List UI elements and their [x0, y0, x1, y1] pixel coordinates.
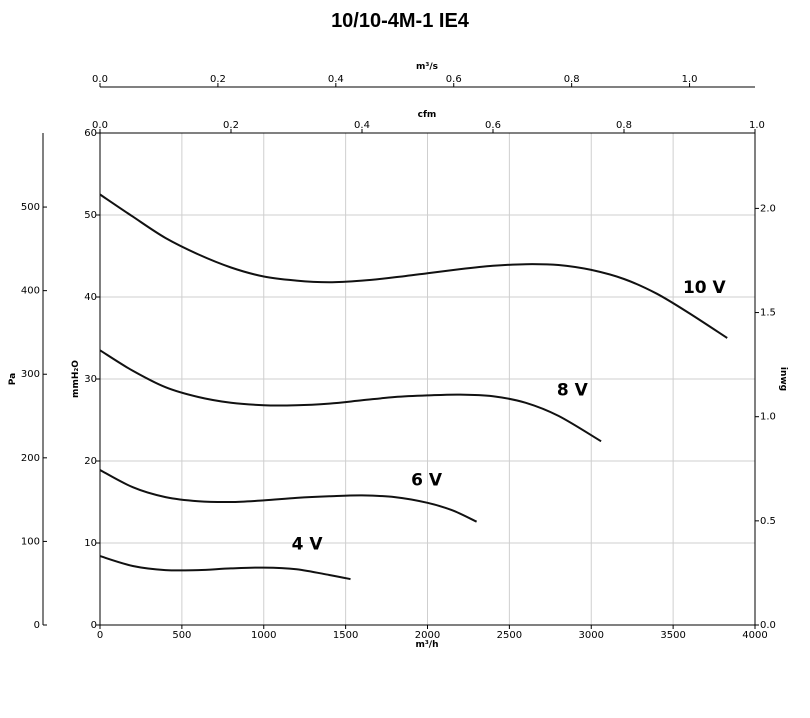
curve-10v: [99, 193, 728, 339]
y-tick-label: 50: [84, 210, 97, 221]
top-tick-label: 0.2: [223, 120, 239, 131]
inwg-tick-label: 0.5: [760, 516, 776, 527]
top-tick-label: 0.4: [354, 120, 370, 131]
y-tick-label: 10: [84, 538, 97, 549]
x-tick-label: 2000: [415, 630, 440, 641]
y-tick-label: 60: [84, 128, 97, 139]
top-axis-m3s-label: m³/s: [416, 62, 438, 72]
top-tick-label: 0.8: [564, 74, 580, 85]
x-tick-label: 3500: [660, 630, 685, 641]
top-tick-label: 0.6: [446, 74, 462, 85]
top-tick-label: 1.0: [682, 74, 698, 85]
top-tick-label: 0.2: [210, 74, 226, 85]
x-tick-label: 1000: [251, 630, 276, 641]
y-axis-label: mmH₂O: [71, 360, 81, 398]
curve-label: 8 V: [557, 380, 589, 400]
curve-label: 10 V: [683, 278, 727, 298]
top-tick-label: 0.6: [485, 120, 501, 131]
top-tick-label: 0.0: [92, 74, 108, 85]
curve-label: 6 V: [411, 471, 443, 491]
top-tick-label: 0.8: [616, 120, 632, 131]
y-tick-label: 20: [84, 456, 97, 467]
inwg-tick-label: 1.0: [760, 412, 776, 423]
pa-tick-label: 400: [21, 286, 40, 297]
right-axis-inwg-label: inwg: [778, 367, 788, 391]
ticks: 0 500 1000 1500 2000 2500 3000 3500 400001020304…: [21, 74, 776, 641]
curve-8v: [99, 349, 602, 443]
pa-tick-label: 100: [21, 536, 40, 547]
top-axis-cfm-label: cfm: [418, 110, 437, 120]
y-tick-label: 0: [91, 620, 97, 631]
chart-title: 10/10-4M-1 IE4: [331, 10, 470, 32]
pa-tick-label: 500: [21, 202, 40, 213]
inwg-tick-label: 2.0: [760, 203, 776, 214]
pa-tick-label: 300: [21, 369, 40, 380]
y-tick-label: 40: [84, 292, 97, 303]
x-tick-label: 4000: [742, 630, 767, 641]
top-tick-label: 0.0: [92, 120, 108, 131]
inwg-tick-label: 0.0: [760, 620, 776, 631]
left-axis-pa-label: Pa: [8, 373, 18, 385]
grid: [99, 132, 756, 626]
x-tick-label: 2500: [497, 630, 522, 641]
x-tick-label: 1500: [333, 630, 358, 641]
x-tick-label: 3000: [579, 630, 604, 641]
inwg-tick-label: 1.5: [760, 308, 776, 319]
curve-4v: [99, 555, 351, 581]
pa-tick-label: 200: [21, 453, 40, 464]
curve-6v: [99, 469, 478, 523]
x-tick-label: 500: [172, 630, 191, 641]
x-axis-label: m³/h: [415, 640, 438, 650]
top-tick-label: 1.0: [749, 120, 765, 131]
x-tick-label: 0: [97, 630, 103, 641]
series: 10 V 8 V 6 V 4 V: [99, 193, 728, 581]
y-tick-label: 30: [84, 374, 97, 385]
top-tick-label: 0.4: [328, 74, 344, 85]
pa-tick-label: 0: [34, 620, 40, 631]
curve-label: 4 V: [292, 535, 324, 555]
